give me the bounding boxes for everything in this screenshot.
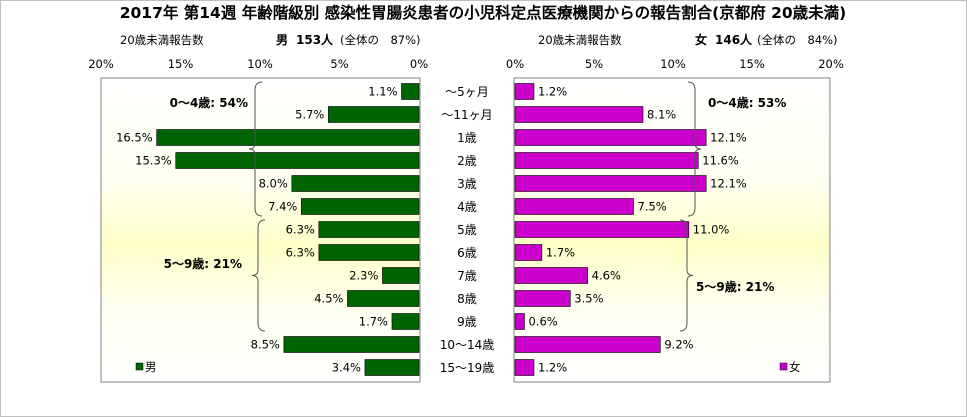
male-bar-11 [283, 336, 420, 353]
left-count: 153人 [296, 32, 334, 47]
category-label-2: 1歳 [457, 131, 477, 145]
right-legend-label: 女 [789, 360, 801, 374]
left-header: 20歳未満報告数 [120, 33, 204, 47]
left-legend-swatch [135, 362, 144, 371]
left-group-label-1: 5～9歳: 21% [164, 256, 242, 271]
male-value-label-1: 5.7% [295, 108, 324, 122]
male-value-label-5: 7.4% [268, 200, 297, 214]
male-bar-10 [391, 313, 420, 330]
female-value-label-2: 12.1% [710, 131, 747, 145]
male-value-label-4: 8.0% [259, 177, 288, 191]
female-value-label-4: 12.1% [710, 177, 747, 191]
female-value-label-0: 1.2% [538, 85, 567, 99]
left-tick-label-0: 20% [88, 57, 114, 71]
right-sex-label: 女 [695, 32, 707, 47]
left-tick-label-1: 15% [168, 57, 194, 71]
male-value-label-2: 16.5% [116, 131, 153, 145]
chart-title: 2017年 第14週 年齢階級別 感染性胃腸炎患者の小児科定点医療機関からの報告… [120, 3, 847, 22]
female-bar-12 [514, 359, 535, 376]
left-sex-label: 男 [276, 33, 288, 47]
female-value-label-9: 3.5% [574, 292, 603, 306]
category-label-10: 9歳 [457, 315, 477, 329]
right-group-label-0: 0～4歳: 53% [708, 95, 786, 110]
male-value-label-12: 3.4% [332, 361, 361, 375]
category-label-6: 5歳 [457, 223, 477, 237]
male-value-label-3: 15.3% [135, 154, 172, 168]
left-tick-label-4: 0% [410, 57, 428, 71]
female-bar-2 [514, 129, 707, 146]
right-tick-label-4: 20% [818, 57, 844, 71]
right-share: (全体の 84%) [757, 33, 838, 47]
left-tick-label-2: 10% [247, 57, 273, 71]
category-label-12: 15～19歳 [440, 361, 495, 375]
right-header: 20歳未満報告数 [538, 33, 622, 47]
male-value-label-9: 4.5% [314, 292, 343, 306]
male-bar-8 [382, 267, 420, 284]
right-group-brace-0 [687, 81, 702, 217]
right-tick-label-2: 10% [660, 57, 686, 71]
female-value-label-1: 8.1% [647, 108, 676, 122]
male-value-label-11: 8.5% [251, 338, 280, 352]
male-bar-2 [156, 129, 420, 146]
male-bar-4 [291, 175, 420, 192]
female-value-label-11: 9.2% [664, 338, 693, 352]
female-bar-9 [514, 290, 571, 307]
male-value-label-0: 1.1% [368, 85, 397, 99]
male-bar-12 [364, 359, 420, 376]
right-tick-label-1: 5% [585, 57, 603, 71]
female-bar-10 [514, 313, 525, 330]
male-bar-7 [318, 244, 420, 261]
category-label-4: 3歳 [457, 177, 477, 191]
category-label-5: 4歳 [457, 200, 477, 214]
female-bar-6 [514, 221, 690, 238]
left-group-brace-0 [248, 81, 263, 217]
left-share: (全体の 87%) [340, 33, 421, 47]
female-value-label-6: 11.0% [693, 223, 730, 237]
male-bar-1 [328, 106, 420, 123]
female-bar-7 [514, 244, 543, 261]
female-value-label-10: 0.6% [528, 315, 557, 329]
right-legend-swatch [779, 362, 788, 371]
male-value-label-10: 1.7% [359, 315, 388, 329]
female-value-label-5: 7.5% [638, 200, 667, 214]
right-group-label-1: 5～9歳: 21% [696, 279, 774, 294]
left-legend-label: 男 [145, 360, 157, 374]
right-count: 146人 [715, 32, 753, 47]
female-value-label-12: 1.2% [538, 361, 567, 375]
category-label-9: 8歳 [457, 292, 477, 306]
category-label-3: 2歳 [457, 154, 477, 168]
female-bar-5 [514, 198, 634, 215]
female-value-label-7: 1.7% [546, 246, 575, 260]
male-value-label-6: 6.3% [286, 223, 315, 237]
female-bar-1 [514, 106, 644, 123]
male-bar-3 [175, 152, 420, 169]
category-label-1: ～11ヶ月 [441, 108, 492, 122]
male-bar-9 [347, 290, 420, 307]
right-group-brace-1 [679, 219, 694, 332]
female-bar-11 [514, 336, 661, 353]
female-bar-8 [514, 267, 588, 284]
female-bar-0 [514, 83, 535, 100]
male-value-label-7: 6.3% [286, 246, 315, 260]
left-group-brace-1 [251, 219, 266, 332]
female-bar-4 [514, 175, 707, 192]
category-label-7: 6歳 [457, 246, 477, 260]
category-label-8: 7歳 [457, 269, 477, 283]
right-tick-label-3: 15% [739, 57, 765, 71]
female-value-label-3: 11.6% [702, 154, 739, 168]
category-label-0: ～5ヶ月 [445, 85, 489, 99]
female-bar-3 [514, 152, 699, 169]
male-bar-5 [301, 198, 420, 215]
male-bar-6 [318, 221, 420, 238]
right-tick-label-0: 0% [506, 57, 524, 71]
left-group-label-0: 0～4歳: 54% [170, 95, 248, 110]
category-label-11: 10～14歳 [440, 338, 495, 352]
female-value-label-8: 4.6% [592, 269, 621, 283]
male-bar-0 [401, 83, 420, 100]
left-tick-label-3: 5% [330, 57, 348, 71]
male-value-label-8: 2.3% [349, 269, 378, 283]
